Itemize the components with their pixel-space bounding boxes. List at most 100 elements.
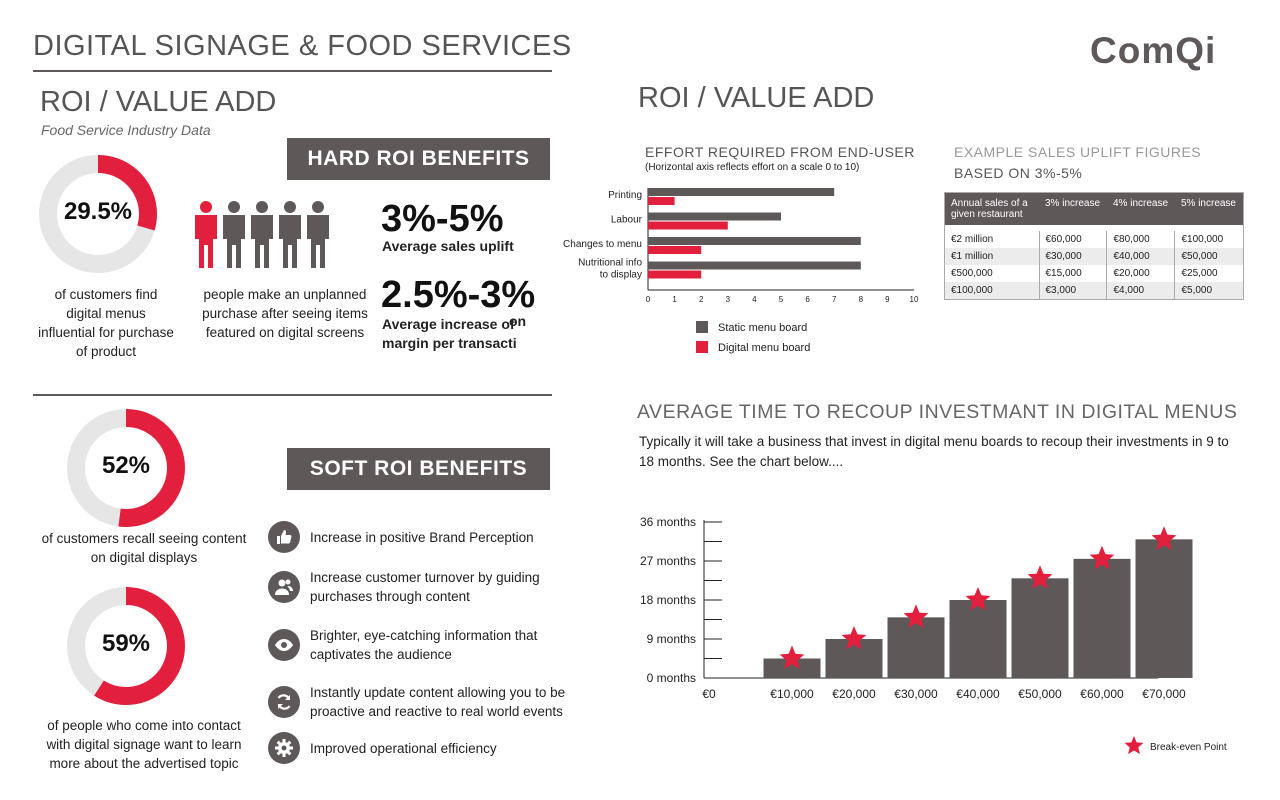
bar — [763, 658, 821, 678]
x-tick-label: 9 — [885, 295, 890, 304]
stat3-value: 59% — [101, 630, 151, 657]
recoup-bar-chart: 0 months 9 months 18 months 27 months 36 mon… — [640, 515, 1227, 755]
y-category-label: Labour — [611, 215, 643, 226]
effort-bar-chart: 0 1 2 3 4 5 6 7 8 9 10 Printing Labour Changes to men… — [563, 188, 919, 354]
table-cell: €60,000 — [1039, 231, 1108, 248]
soft-roi-item: Increase in positive Brand Perception — [268, 521, 534, 553]
stat2-caption: of customers recall seeing content on di… — [41, 531, 247, 565]
soft-roi-item: Improved operational efficiency — [268, 732, 497, 764]
users-icon — [268, 571, 300, 603]
hard-roi-banner: HARD ROI BENEFITS — [287, 138, 550, 180]
thumbs-up-icon — [268, 521, 300, 553]
break-even-star-icon — [903, 604, 929, 628]
y-category-label: Printing — [608, 190, 642, 201]
table-cell: €30,000 — [1039, 248, 1108, 265]
break-even-star-icon — [1027, 565, 1053, 589]
right-section-title: ROI / VALUE ADD — [638, 82, 875, 114]
margin-figure: 2.5%-3% — [381, 274, 536, 316]
table-header-cell: Annual sales of a given restaurant — [944, 192, 1039, 225]
x-tick-label: 10 — [910, 295, 919, 304]
stat1-value: 29.5% — [63, 198, 133, 225]
x-tick-label: €20,000 — [832, 687, 876, 701]
soft-roi-item-text: Instantly update content allowing you to… — [310, 685, 566, 719]
recoup-text: Typically it will take a business that i… — [639, 434, 1229, 469]
left-section-title: ROI / VALUE ADD — [40, 86, 277, 118]
table-header-cell: 4% increase — [1106, 192, 1175, 225]
break-even-star-icon — [841, 626, 867, 650]
donut-chart-52 — [67, 409, 185, 527]
bar — [825, 639, 883, 678]
x-tick-label: 4 — [752, 295, 757, 304]
bar — [648, 221, 728, 230]
title-divider — [33, 70, 552, 72]
bar — [648, 261, 861, 270]
soft-roi-item: Brighter, eye-catching information that … — [268, 626, 570, 664]
margin-label-1: Average increase of — [382, 316, 515, 332]
break-even-star-icon — [1089, 545, 1115, 570]
recoup-title: AVERAGE TIME TO RECOUP INVESTMANT IN DIG… — [637, 401, 1238, 423]
table-header-cell: 3% increase — [1039, 192, 1107, 225]
person-icon — [307, 201, 329, 268]
y-tick-label: 9 months — [647, 632, 696, 646]
y-tick-label: 18 months — [640, 593, 696, 607]
effort-chart-subtitle: (Horizontal axis reflects effort on a sc… — [645, 162, 860, 173]
y-category-label: Changes to menu — [563, 239, 642, 250]
brand-logo: ComQi — [1090, 30, 1216, 72]
x-tick-label: 0 — [646, 295, 651, 304]
soft-roi-item: Increase customer turnover by guiding pu… — [268, 568, 570, 606]
table-cell: €5,000 — [1174, 282, 1244, 300]
legend-swatch — [696, 321, 708, 333]
x-tick-label: €0 — [702, 687, 716, 701]
bar — [887, 617, 945, 678]
x-tick-label: 3 — [726, 295, 731, 304]
table-cell: €25,000 — [1181, 268, 1218, 279]
left-subtitle: Food Service Industry Data — [41, 122, 211, 138]
x-tick-label: 6 — [805, 295, 810, 304]
donut-chart-29 — [39, 155, 157, 273]
margin-label-2: on — [509, 313, 527, 329]
donut-arc — [67, 587, 185, 705]
table-row: €500,000 €15,000 €20,000 €25,000 — [944, 265, 1244, 282]
person-icon-highlight — [195, 201, 217, 268]
x-tick-label: 5 — [779, 295, 784, 304]
donut-arc — [39, 155, 157, 273]
x-tick-label: €10,000 — [770, 687, 814, 701]
bar — [648, 246, 702, 254]
soft-roi-item-text: Increase customer turnover by guiding pu… — [310, 570, 540, 604]
table-cell: €80,000 — [1106, 231, 1176, 248]
x-tick-label: €60,000 — [1080, 687, 1124, 701]
soft-roi-item-text: Brighter, eye-catching information that … — [310, 628, 538, 662]
legend-label: Break-even Point — [1150, 742, 1227, 753]
people-icons — [192, 200, 332, 268]
left-divider — [33, 394, 552, 396]
bar — [1011, 578, 1069, 678]
x-tick-label: 1 — [672, 295, 677, 304]
refresh-icon — [268, 686, 300, 718]
x-tick-label: €50,000 — [1018, 687, 1062, 701]
table-row: €2 million €60,000 €80,000 €100,000 — [944, 231, 1244, 248]
gear-icon — [268, 732, 300, 764]
y-category-label: Nutritional info — [578, 258, 642, 269]
bar — [648, 237, 861, 245]
bar — [1135, 539, 1193, 678]
effort-chart-title: EFFORT REQUIRED FROM END-USER — [645, 144, 915, 160]
bar — [1073, 558, 1131, 678]
y-tick-label: 27 months — [640, 554, 696, 568]
table-cell: €15,000 — [1039, 265, 1108, 282]
person-icon — [279, 201, 301, 268]
sales-uplift-table: Annual sales of a given restaurant 3% in… — [944, 192, 1244, 300]
table-cell: €50,000 — [1174, 248, 1244, 265]
x-tick-label: 8 — [859, 295, 864, 304]
bar — [648, 197, 675, 205]
x-tick-label: 7 — [832, 295, 837, 304]
bar — [949, 600, 1007, 678]
table-cell: €100,000 — [1181, 234, 1224, 245]
hard-roi-title: HARD ROI BENEFITS — [307, 147, 530, 170]
person-icon — [251, 201, 273, 268]
donut-chart-59 — [67, 587, 185, 705]
table-cell: €3,000 — [1039, 282, 1108, 300]
donut-arc — [67, 409, 185, 527]
soft-roi-item: Instantly update content allowing you to… — [268, 683, 585, 721]
bar — [648, 188, 835, 196]
stat3-caption: of people who come into contact with dig… — [46, 718, 242, 771]
